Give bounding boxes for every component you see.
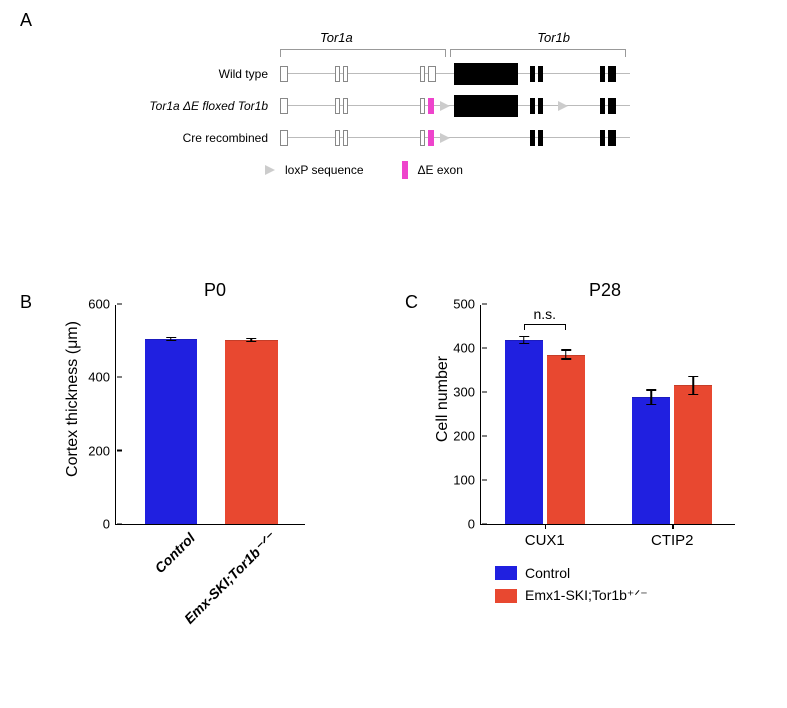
ytick: 400 [88,370,116,385]
row-floxed-schematic [280,94,630,118]
xtick: CUX1 [505,524,585,549]
row-cre-label: Cre recombined [130,131,280,145]
panel-a-legend: loxP sequence ΔE exon [130,161,630,179]
xtick: CTIP2 [632,524,712,549]
bar [505,340,543,524]
ns-bracket [524,324,566,330]
ytick: 600 [88,297,116,312]
de-exon-icon [402,161,408,179]
chart-c-ylabel: Cell number [434,356,452,442]
loxp-legend-label: loxP sequence [285,163,364,177]
bar [145,339,197,524]
row-floxed-label: Tor1a ΔE floxed Tor1b [130,99,280,113]
ytick: 0 [103,517,116,532]
legend-swatch-treatment [495,589,517,603]
chart-p28: P28 Cell number 0 100 200 300 400 500 CUX1 CTIP… [430,280,770,680]
bar [674,385,712,524]
chart-c-legend: Control Emx1-SKI;Tor1b⁺ᐟ⁻ [495,565,770,604]
panel-c-label: C [405,292,418,313]
legend-swatch-control [495,566,517,580]
ns-label: n.s. [530,306,560,322]
legend-label-control: Control [525,565,570,581]
row-wildtype-label: Wild type [130,67,280,81]
panel-b-label: B [20,292,32,313]
ytick: 100 [453,473,481,488]
bar [225,340,277,524]
ytick: 300 [453,385,481,400]
bar [547,355,585,524]
loxp-icon [265,165,275,175]
ytick: 0 [468,517,481,532]
row-cre-schematic [280,126,630,150]
gene2-label: Tor1b [537,30,570,45]
ytick: 400 [453,341,481,356]
legend-label-treatment: Emx1-SKI;Tor1b⁺ᐟ⁻ [525,587,648,604]
gene1-label: Tor1a [320,30,353,45]
chart-p0: P0 Cortex thickness (μm) 0200400600Contr… [60,280,350,660]
gene-schematic: Tor1a Tor1b Wild type Tor1a ΔE floxed To… [130,30,630,179]
ytick: 200 [453,429,481,444]
panel-a-label: A [20,10,32,31]
ytick: 500 [453,297,481,312]
chart-b-title: P0 [80,280,350,301]
bar [632,397,670,524]
de-legend-label: ΔE exon [418,163,463,177]
ytick: 200 [88,443,116,458]
chart-c-title: P28 [440,280,770,301]
chart-b-ylabel: Cortex thickness (μm) [64,321,82,477]
row-wildtype-schematic [280,62,630,86]
